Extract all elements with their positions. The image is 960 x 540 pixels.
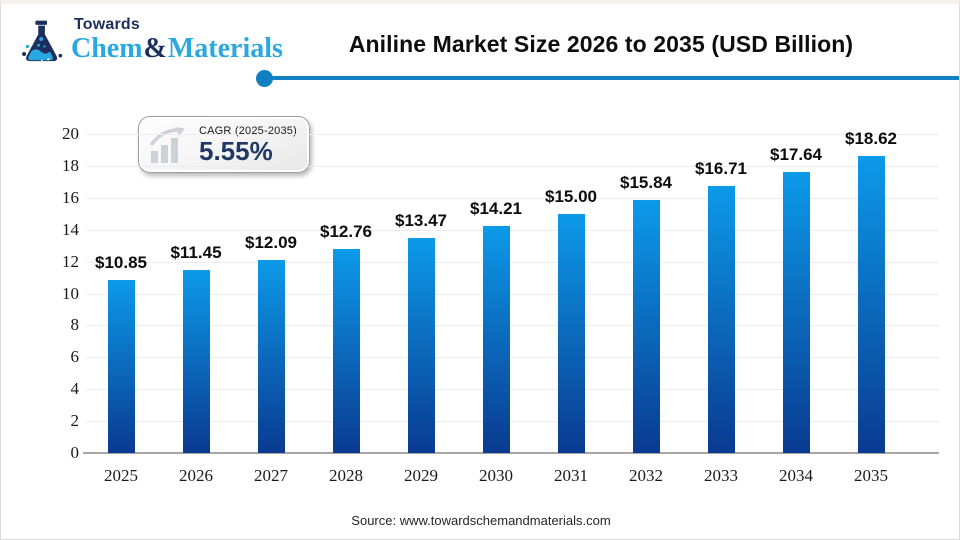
logo-brand-name: Chem&Materials xyxy=(71,34,283,64)
bar-value-label-2031: $15.00 xyxy=(545,186,597,206)
bar-2025 xyxy=(107,279,135,453)
bar-value-label-2032: $15.84 xyxy=(620,173,672,193)
bar-value-label-2028: $12.76 xyxy=(320,222,372,242)
cagr-value: 5.55% xyxy=(199,135,273,166)
x-tick-2031: 2031 xyxy=(554,466,588,485)
x-tick-2032: 2032 xyxy=(629,466,663,485)
plot-area: $10.85 2025 $11.45 2026 $12.09 2027 $12.76 2028… xyxy=(83,129,939,485)
gridline-4 xyxy=(86,389,939,391)
x-tick-2028: 2028 xyxy=(329,466,363,485)
bar-2030 xyxy=(482,226,510,453)
gridline-6 xyxy=(86,357,939,359)
bar-2027 xyxy=(257,260,285,453)
cagr-badge: CAGR (2025-2035) 5.55% xyxy=(138,116,310,173)
divider-line xyxy=(266,76,959,80)
gridline-8 xyxy=(86,325,939,327)
gridline-12 xyxy=(86,261,939,263)
source-text: Source: www.towardschemandmaterials.com xyxy=(351,513,611,528)
gridline-18 xyxy=(86,165,939,167)
bar-value-label-2026: $11.45 xyxy=(170,243,222,263)
x-tick-2030: 2030 xyxy=(479,466,513,485)
x-tick-2026: 2026 xyxy=(179,466,213,485)
x-tick-2029: 2029 xyxy=(404,466,438,485)
y-tick-8: 8 xyxy=(70,315,80,335)
y-tick-0: 0 xyxy=(70,443,80,462)
cagr-text: CAGR (2025-2035) 5.55% xyxy=(199,125,297,165)
y-tick-12: 12 xyxy=(62,251,79,271)
bar-value-label-2029: $13.47 xyxy=(395,211,447,231)
x-tick-2027: 2027 xyxy=(254,466,288,485)
x-tick-2035: 2035 xyxy=(854,466,888,485)
bar-2033 xyxy=(707,186,735,453)
bar-2035 xyxy=(857,156,885,453)
divider-dot xyxy=(256,70,273,87)
bar-2031 xyxy=(557,213,585,453)
y-tick-10: 10 xyxy=(62,283,79,303)
x-tick-2033: 2033 xyxy=(704,466,738,485)
y-tick-6: 6 xyxy=(70,347,80,367)
y-tick-4: 4 xyxy=(70,379,80,399)
bar-value-label-2025: $10.85 xyxy=(95,252,147,272)
y-tick-20: 20 xyxy=(62,124,79,143)
y-tick-18: 18 xyxy=(62,155,79,175)
logo-chem: Chem xyxy=(71,33,143,64)
gridline-20 xyxy=(86,134,939,135)
bar-value-label-2033: $16.71 xyxy=(695,159,747,179)
bar-2026 xyxy=(182,270,210,453)
gridline-10 xyxy=(86,293,939,295)
y-tick-14: 14 xyxy=(62,219,79,239)
gridline-14 xyxy=(86,229,939,231)
logo-materials: Materials xyxy=(167,33,283,64)
flask-icon xyxy=(22,20,63,63)
x-tick-2025: 2025 xyxy=(104,466,138,485)
y-tick-2: 2 xyxy=(70,411,80,431)
brand-logo: Towards Chem&Materials xyxy=(17,14,283,70)
logo-text: Towards Chem&Materials xyxy=(71,14,283,64)
logo-towards: Towards xyxy=(74,16,141,33)
bar-2028 xyxy=(332,249,360,453)
bar-value-label-2034: $17.64 xyxy=(770,144,822,164)
gridline-2 xyxy=(86,421,939,423)
bar-2032 xyxy=(632,200,660,453)
cagr-label: CAGR (2025-2035) xyxy=(199,124,297,137)
gridline-16 xyxy=(86,197,939,199)
bar-2034 xyxy=(782,171,810,453)
y-tick-16: 16 xyxy=(62,187,79,207)
y-axis-labels: 0 2 4 6 8 10 12 14 16 18 20 xyxy=(35,124,80,462)
chart-title: Aniline Market Size 2026 to 2035 (USD Bi… xyxy=(348,31,854,57)
bar-2029 xyxy=(407,238,435,453)
bar-value-label-2035: $18.62 xyxy=(845,129,897,149)
bar-value-label-2030: $14.21 xyxy=(470,199,522,219)
bar-value-label-2027: $12.09 xyxy=(245,233,297,253)
x-tick-2034: 2034 xyxy=(779,466,813,485)
growth-trend-icon xyxy=(149,126,185,163)
x-axis-line xyxy=(83,452,939,454)
logo-ampersand: & xyxy=(143,33,167,64)
